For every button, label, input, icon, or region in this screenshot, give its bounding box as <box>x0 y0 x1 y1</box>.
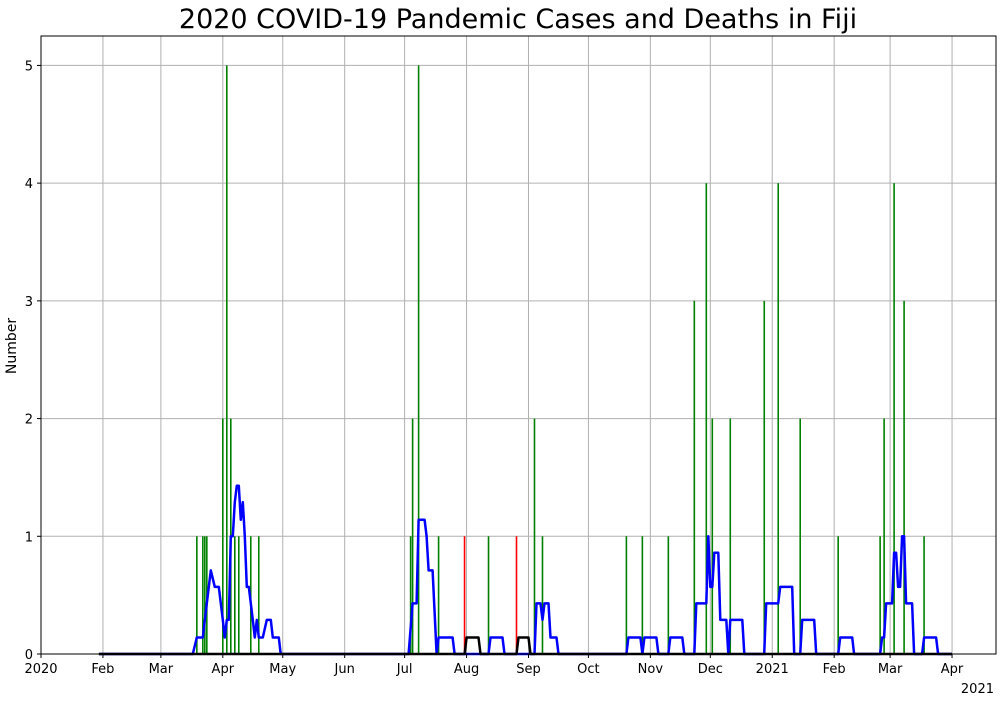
x-tick-label: Oct <box>577 662 599 677</box>
axis-layer: 2020 Feb Mar Apr May Jun Jul Aug Sep Oct Nov Dec 202… <box>24 59 963 677</box>
x-tick-label: Jul <box>396 662 413 677</box>
plot-frame <box>40 35 997 655</box>
y-tick-label: 4 <box>25 177 33 192</box>
case-bar <box>883 418 885 654</box>
y-tick-label: 5 <box>25 59 33 74</box>
x-tick-label: Apr <box>941 662 964 677</box>
case-bar <box>204 536 206 654</box>
case-bar <box>411 418 414 654</box>
case-bar <box>693 300 696 654</box>
x-tick-label: 2021 <box>756 662 789 677</box>
case-bar <box>923 536 925 654</box>
case-bar <box>196 536 198 654</box>
chart-title: 2020 COVID-19 Pandemic Cases and Deaths … <box>179 4 857 35</box>
case-bar <box>625 536 628 654</box>
death-bar <box>515 536 518 654</box>
case-bar <box>222 418 224 654</box>
case-bar <box>893 183 895 654</box>
x-tick-label: 2020 <box>24 662 57 677</box>
case-bar <box>417 65 420 654</box>
case-bar <box>487 536 490 654</box>
grid-layer <box>40 36 996 655</box>
case-bar <box>257 536 260 654</box>
x-tick-label: Dec <box>698 662 723 677</box>
bar-layer <box>196 65 925 654</box>
case-bar <box>705 183 708 654</box>
y-tick-label: 0 <box>25 648 33 663</box>
case-bar <box>533 418 536 654</box>
case-bar <box>763 300 766 654</box>
case-bar <box>641 536 644 654</box>
x-tick-label: Jun <box>334 662 355 677</box>
x-tick-label: Mar <box>149 662 174 677</box>
x-tick-label: Mar <box>878 662 903 677</box>
case-bar <box>541 536 544 654</box>
case-bar <box>437 536 440 654</box>
case-bar <box>777 183 780 654</box>
case-bar <box>202 536 204 654</box>
case-bar <box>903 300 905 654</box>
y-tick-label: 3 <box>25 295 33 310</box>
x-tick-label: Sep <box>516 662 541 677</box>
x-tick-label: Apr <box>212 662 235 677</box>
case-bar <box>711 418 714 654</box>
y-axis-label: Number <box>4 318 20 374</box>
y-tick-label: 2 <box>25 413 33 428</box>
death-bar <box>463 536 466 654</box>
case-bar <box>837 536 839 654</box>
case-bar <box>237 536 240 654</box>
x-tick-label: Feb <box>823 662 846 677</box>
x-tick-label: Aug <box>454 662 479 677</box>
case-bar <box>226 65 228 654</box>
x-tick-label: May <box>269 662 296 677</box>
x-tick-label: Nov <box>638 662 664 677</box>
case-bar <box>409 536 412 654</box>
case-bar <box>799 418 802 654</box>
case-bar <box>879 536 881 654</box>
x-tick-label: Feb <box>91 662 114 677</box>
x-axis-offset-label: 2021 <box>961 682 994 697</box>
case-bar <box>233 536 236 654</box>
y-tick-label: 1 <box>25 530 33 545</box>
case-bar <box>729 418 732 654</box>
case-bar <box>667 536 670 654</box>
